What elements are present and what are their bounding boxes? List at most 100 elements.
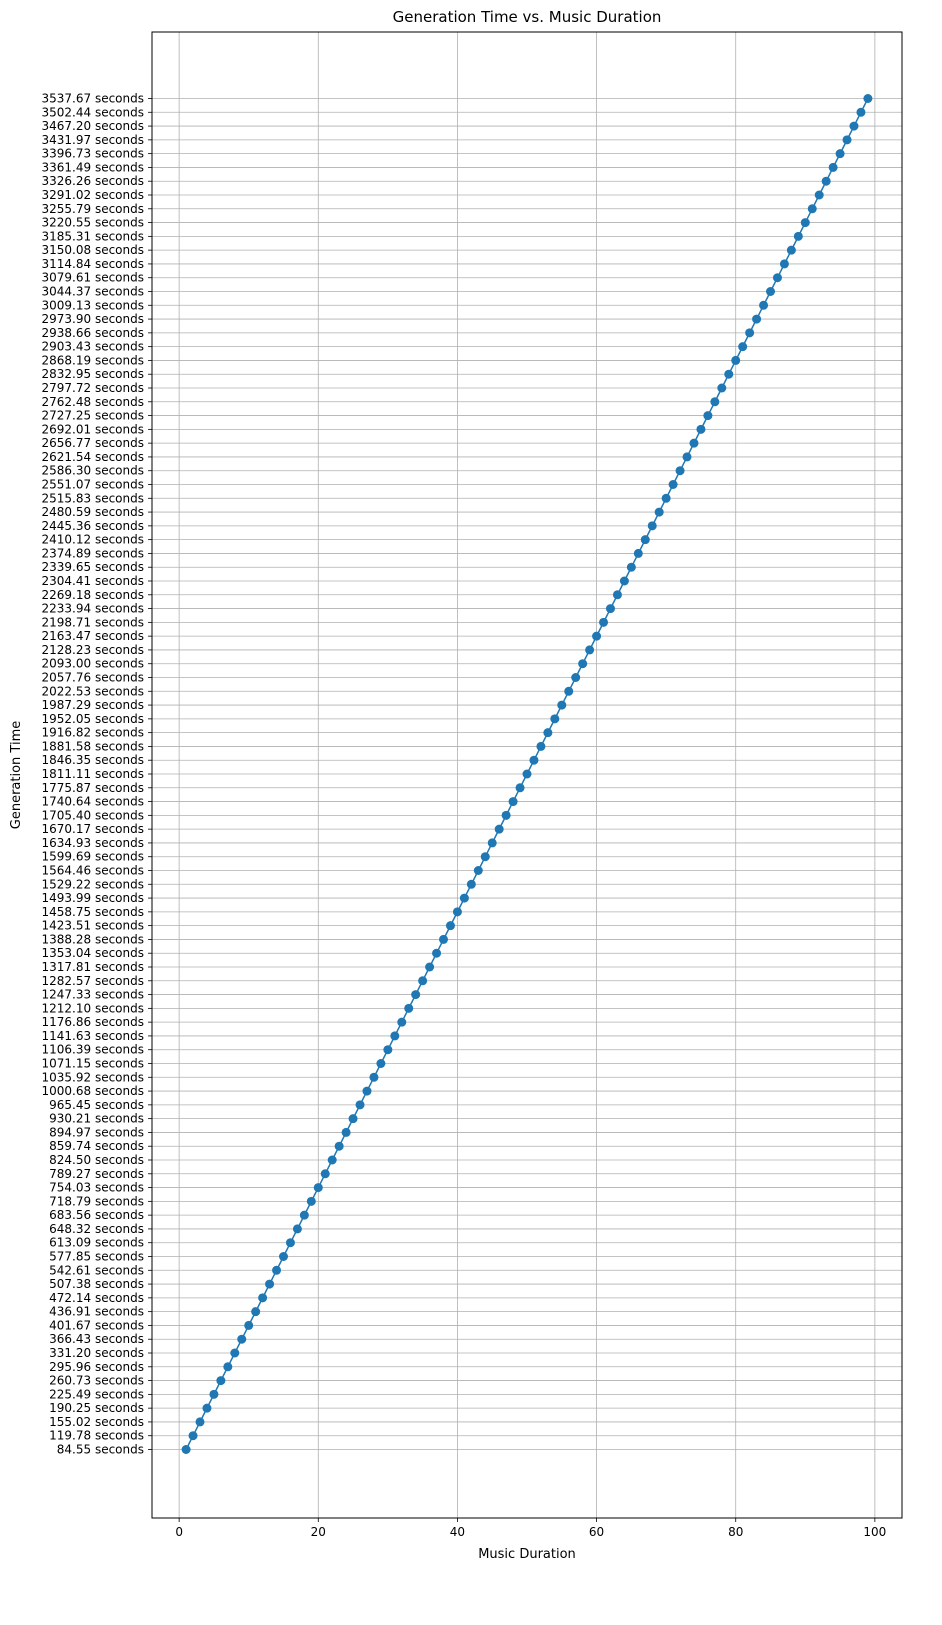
data-point bbox=[619, 576, 629, 586]
y-tick-label: 1071.15 seconds bbox=[42, 1057, 145, 1071]
data-point bbox=[633, 548, 643, 558]
data-point bbox=[536, 741, 546, 751]
data-point bbox=[592, 631, 602, 641]
data-point bbox=[571, 673, 581, 682]
y-tick-label: 718.79 seconds bbox=[49, 1194, 144, 1208]
data-point bbox=[759, 300, 769, 310]
y-tick-label: 366.43 seconds bbox=[49, 1332, 144, 1346]
data-point bbox=[682, 452, 692, 462]
data-point bbox=[689, 438, 699, 448]
y-tick-label: 683.56 seconds bbox=[49, 1208, 144, 1222]
y-tick-label: 3079.61 seconds bbox=[42, 271, 145, 285]
y-tick-label: 2797.72 seconds bbox=[42, 381, 145, 395]
y-tick-label: 2938.66 seconds bbox=[42, 326, 145, 340]
y-tick-label: 1987.29 seconds bbox=[42, 698, 145, 712]
y-tick-label: 2868.19 seconds bbox=[42, 353, 145, 367]
y-tick-label: 1775.87 seconds bbox=[42, 781, 145, 795]
y-tick-label: 1740.64 seconds bbox=[42, 795, 145, 809]
data-point bbox=[626, 562, 636, 572]
data-point bbox=[772, 273, 782, 283]
data-point bbox=[668, 480, 678, 489]
y-tick-label: 2128.23 seconds bbox=[42, 643, 145, 657]
x-tick-label: 0 bbox=[175, 1525, 183, 1539]
y-tick-label: 2692.01 seconds bbox=[42, 422, 145, 436]
data-point bbox=[717, 383, 727, 393]
data-point bbox=[376, 1059, 386, 1068]
data-point bbox=[745, 328, 755, 338]
data-point bbox=[807, 204, 817, 214]
data-point bbox=[445, 921, 455, 931]
data-point bbox=[696, 424, 706, 434]
data-point bbox=[863, 94, 873, 103]
x-tick-label: 80 bbox=[728, 1525, 743, 1539]
series-generation-time bbox=[181, 94, 873, 1454]
data-point bbox=[223, 1362, 233, 1372]
y-tick-label: 3361.49 seconds bbox=[42, 160, 145, 174]
data-point bbox=[188, 1431, 198, 1441]
y-tick-label: 3537.67 seconds bbox=[42, 92, 145, 106]
y-tick-label: 1811.11 seconds bbox=[42, 767, 145, 781]
data-point bbox=[487, 838, 497, 848]
data-point bbox=[334, 1141, 344, 1151]
y-tick-label: 542.61 seconds bbox=[49, 1263, 144, 1277]
y-tick-label: 225.49 seconds bbox=[49, 1387, 144, 1401]
data-point bbox=[828, 162, 838, 172]
y-tick-label: 1317.81 seconds bbox=[42, 960, 145, 974]
y-tick-label: 2445.36 seconds bbox=[42, 519, 145, 533]
chart-title: Generation Time vs. Music Duration bbox=[393, 8, 662, 26]
y-tick-label: 859.74 seconds bbox=[49, 1139, 144, 1153]
y-tick-label: 3220.55 seconds bbox=[42, 216, 145, 230]
y-tick-label: 1881.58 seconds bbox=[42, 739, 145, 753]
y-tick-label: 1353.04 seconds bbox=[42, 946, 145, 960]
y-tick-label: 930.21 seconds bbox=[49, 1112, 144, 1126]
x-axis: 0 20 40 60 80 100 bbox=[175, 1518, 886, 1539]
y-tick-label: 507.38 seconds bbox=[49, 1277, 144, 1291]
y-tick-label: 2727.25 seconds bbox=[42, 409, 145, 423]
data-point bbox=[362, 1086, 372, 1096]
y-tick-label: 1599.69 seconds bbox=[42, 850, 145, 864]
y-tick-label: 1493.99 seconds bbox=[42, 891, 145, 905]
data-point bbox=[793, 231, 803, 241]
data-point bbox=[265, 1279, 275, 1289]
y-tick-label: 2233.94 seconds bbox=[42, 602, 145, 616]
y-tick-label: 2480.59 seconds bbox=[42, 505, 145, 519]
data-point bbox=[320, 1169, 330, 1179]
y-tick-label: 119.78 seconds bbox=[49, 1429, 144, 1443]
data-point bbox=[341, 1127, 351, 1137]
y-tick-label: 2304.41 seconds bbox=[42, 574, 145, 588]
data-point bbox=[543, 728, 553, 738]
y-tick-label: 1000.68 seconds bbox=[42, 1084, 145, 1098]
y-tick-label: 331.20 seconds bbox=[49, 1346, 144, 1360]
data-point bbox=[432, 948, 442, 958]
y-tick-label: 2586.30 seconds bbox=[42, 464, 145, 478]
y-tick-label: 1423.51 seconds bbox=[42, 919, 145, 933]
data-point bbox=[835, 149, 845, 159]
y-tick-label: 824.50 seconds bbox=[49, 1153, 144, 1167]
y-tick-label: 789.27 seconds bbox=[49, 1167, 144, 1181]
data-point bbox=[779, 259, 789, 269]
y-tick-label: 3396.73 seconds bbox=[42, 147, 145, 161]
y-tick-label: 1035.92 seconds bbox=[42, 1070, 145, 1084]
y-tick-label: 2269.18 seconds bbox=[42, 588, 145, 602]
data-point bbox=[842, 135, 852, 145]
data-point bbox=[640, 535, 650, 545]
data-point bbox=[786, 245, 796, 255]
data-point bbox=[272, 1265, 282, 1275]
x-axis-label: Music Duration bbox=[478, 1547, 576, 1562]
y-tick-label: 1952.05 seconds bbox=[42, 712, 145, 726]
y-tick-label: 1212.10 seconds bbox=[42, 1001, 145, 1015]
y-tick-label: 472.14 seconds bbox=[49, 1291, 144, 1305]
y-tick-label: 1670.17 seconds bbox=[42, 822, 145, 836]
data-point bbox=[647, 521, 657, 531]
data-point bbox=[466, 879, 476, 889]
y-tick-label: 1176.86 seconds bbox=[42, 1015, 145, 1029]
data-point bbox=[724, 369, 734, 379]
data-point bbox=[439, 934, 449, 944]
data-point bbox=[216, 1376, 226, 1386]
y-tick-label: 1916.82 seconds bbox=[42, 726, 145, 740]
data-point bbox=[515, 783, 525, 793]
y-tick-label: 2973.90 seconds bbox=[42, 312, 145, 326]
data-point bbox=[654, 507, 664, 517]
x-tick-label: 40 bbox=[450, 1525, 465, 1539]
data-point bbox=[459, 893, 469, 903]
